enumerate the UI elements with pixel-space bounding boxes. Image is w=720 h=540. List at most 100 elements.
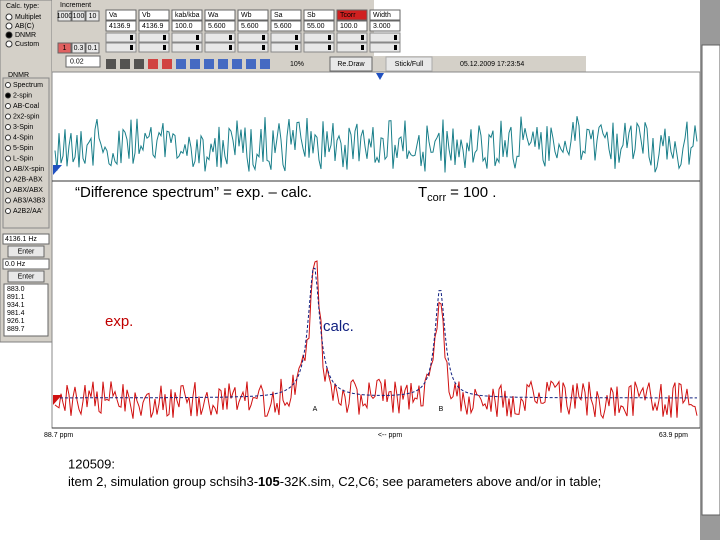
toolbar-icon[interactable] xyxy=(204,59,214,69)
radio[interactable] xyxy=(5,22,13,30)
radio[interactable] xyxy=(5,113,11,120)
spin-button[interactable] xyxy=(303,42,335,53)
increment-button[interactable] xyxy=(85,10,100,22)
spin-button[interactable] xyxy=(138,42,170,53)
increment-button[interactable] xyxy=(71,42,86,54)
increment-label[interactable]: 10 xyxy=(89,13,97,20)
parameter-input[interactable] xyxy=(105,20,137,32)
spin-button[interactable] xyxy=(369,32,401,43)
redraw-button[interactable] xyxy=(329,56,373,72)
parameter-input[interactable] xyxy=(171,20,203,32)
spin-button[interactable] xyxy=(138,32,170,43)
spin-button[interactable] xyxy=(105,32,137,43)
spin-arrow[interactable] xyxy=(262,35,265,40)
radio[interactable] xyxy=(5,134,11,141)
stick-button[interactable] xyxy=(385,56,433,72)
dnmr-option[interactable]: A2B-ABX xyxy=(13,176,43,183)
spin-button[interactable] xyxy=(237,32,269,43)
radio[interactable] xyxy=(5,13,13,21)
enter-button[interactable] xyxy=(7,270,45,283)
radio[interactable] xyxy=(5,31,13,39)
spin-button[interactable] xyxy=(336,42,368,53)
stick-label[interactable]: Stick/Full xyxy=(395,61,424,68)
spin-button[interactable] xyxy=(303,32,335,43)
dnmr-option[interactable]: A2B2/AA' xyxy=(13,208,43,215)
spin-arrow[interactable] xyxy=(361,35,364,40)
spin-arrow[interactable] xyxy=(130,35,133,40)
spin-button[interactable] xyxy=(204,32,236,43)
spin-button[interactable] xyxy=(171,42,203,53)
enter-label[interactable]: Enter xyxy=(18,248,35,255)
radio[interactable] xyxy=(5,103,11,109)
spin-arrow[interactable] xyxy=(229,45,232,50)
radio[interactable] xyxy=(5,124,11,130)
dnmr-option[interactable]: L-Spin xyxy=(13,155,33,162)
dnmr-option[interactable]: 5-Spin xyxy=(13,145,33,152)
increment-button[interactable] xyxy=(57,42,72,54)
spin-arrow[interactable] xyxy=(394,35,397,40)
toolbar-icon[interactable] xyxy=(232,59,242,69)
radio[interactable] xyxy=(5,208,11,214)
dnmr-option[interactable]: 4-Spin xyxy=(13,134,33,141)
redraw-label[interactable]: Re.Draw xyxy=(337,61,365,68)
toolbar-icon[interactable] xyxy=(218,59,228,69)
increment-label[interactable]: 100 xyxy=(73,13,85,20)
radio[interactable] xyxy=(5,166,11,172)
calc-option[interactable]: Custom xyxy=(15,41,39,48)
dnmr-option[interactable]: 2x2-spin xyxy=(13,113,40,120)
increment-button[interactable] xyxy=(85,42,100,54)
increment-input[interactable] xyxy=(65,55,101,68)
calc-option[interactable]: DNMR xyxy=(15,32,36,39)
toolbar-icon[interactable] xyxy=(120,59,130,69)
spin-button[interactable] xyxy=(336,32,368,43)
dnmr-option[interactable]: Spectrum xyxy=(13,82,43,89)
spin-arrow[interactable] xyxy=(163,35,166,40)
spin-button[interactable] xyxy=(369,42,401,53)
toolbar-icon[interactable] xyxy=(190,59,200,69)
spin-arrow[interactable] xyxy=(130,45,133,50)
toolbar-icon[interactable] xyxy=(176,59,186,69)
spin-button[interactable] xyxy=(237,42,269,53)
spin-arrow[interactable] xyxy=(295,45,298,50)
dnmr-option[interactable]: AB3/A3B3 xyxy=(13,197,45,204)
spin-arrow[interactable] xyxy=(394,45,397,50)
radio[interactable] xyxy=(5,82,11,88)
toolbar-icon[interactable] xyxy=(106,59,116,69)
radio[interactable] xyxy=(5,92,11,99)
spin-arrow[interactable] xyxy=(229,35,232,40)
parameter-input[interactable] xyxy=(237,20,269,32)
parameter-input[interactable] xyxy=(270,20,302,32)
dnmr-option[interactable]: 3-Spin xyxy=(13,124,33,131)
toolbar-icon[interactable] xyxy=(134,59,144,69)
increment-label[interactable]: 0.3 xyxy=(74,45,84,52)
parameter-input[interactable] xyxy=(336,20,368,32)
dnmr-option[interactable]: AB-Coal xyxy=(13,103,40,110)
radio[interactable] xyxy=(5,40,13,48)
increment-button[interactable] xyxy=(71,10,86,22)
spin-arrow[interactable] xyxy=(328,35,331,40)
spin-arrow[interactable] xyxy=(328,45,331,50)
spin-button[interactable] xyxy=(270,42,302,53)
radio[interactable] xyxy=(5,187,11,193)
radio[interactable] xyxy=(5,145,11,151)
enter-label[interactable]: Enter xyxy=(18,273,35,280)
increment-label[interactable]: 0.1 xyxy=(88,45,98,52)
spin-arrow[interactable] xyxy=(295,35,298,40)
calc-option[interactable]: AB(C) xyxy=(15,23,34,30)
dnmr-option[interactable]: 2-spin xyxy=(13,92,32,99)
spin-button[interactable] xyxy=(171,32,203,43)
toolbar-icon[interactable] xyxy=(260,59,270,69)
spin-button[interactable] xyxy=(105,42,137,53)
radio[interactable] xyxy=(5,176,11,183)
radio[interactable] xyxy=(5,197,11,204)
toolbar-zoom[interactable]: 10% xyxy=(290,61,304,68)
spin-arrow[interactable] xyxy=(196,35,199,40)
parameter-input[interactable] xyxy=(138,20,170,32)
enter-button[interactable] xyxy=(7,245,45,258)
spin-arrow[interactable] xyxy=(196,45,199,50)
spin-arrow[interactable] xyxy=(262,45,265,50)
parameter-input[interactable] xyxy=(204,20,236,32)
toolbar-icon[interactable] xyxy=(246,59,256,69)
dnmr-option[interactable]: ABX/ABX xyxy=(13,187,43,194)
increment-label[interactable]: 1000 xyxy=(57,13,73,20)
